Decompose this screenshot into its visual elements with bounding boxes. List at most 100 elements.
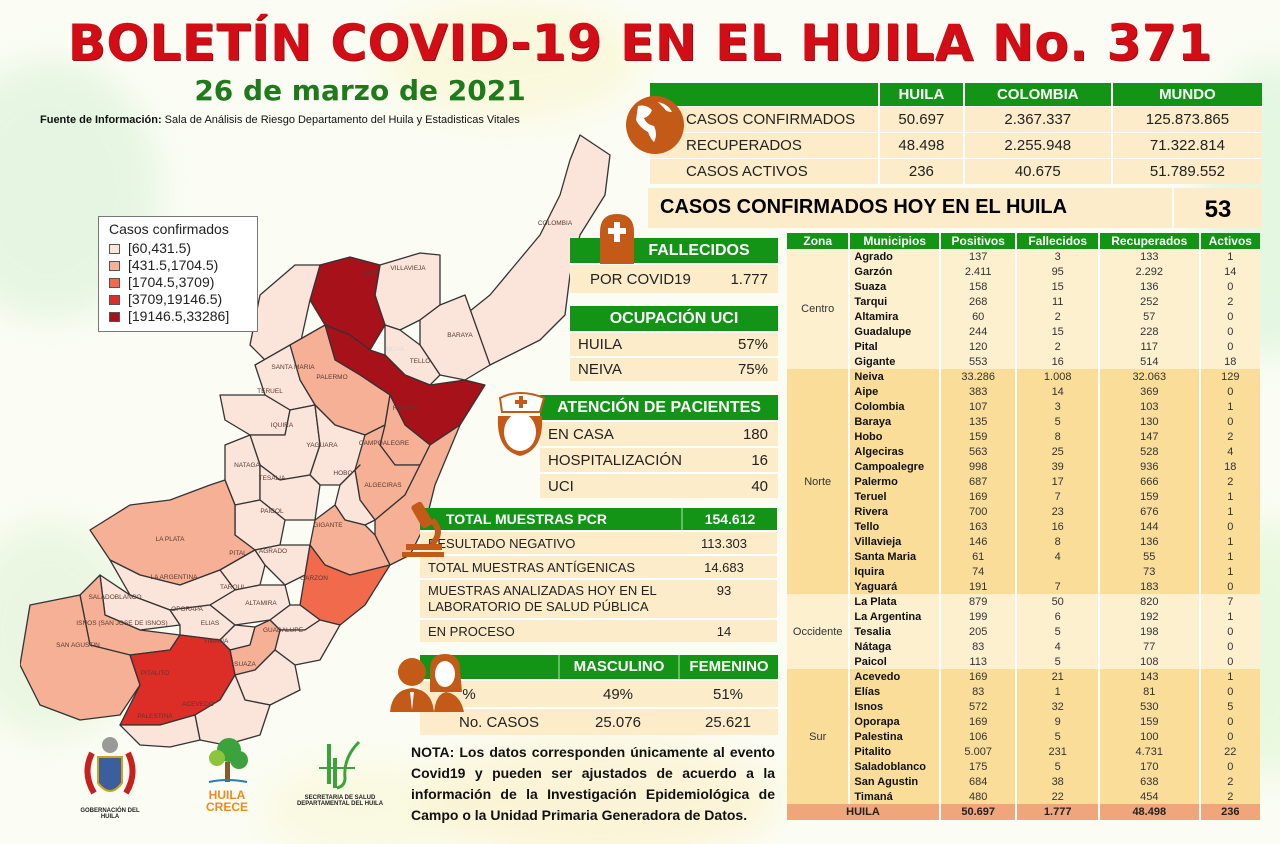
svg-text:LA ARGENTINA: LA ARGENTINA	[151, 574, 199, 581]
municipio-name: Palestina	[849, 729, 941, 744]
municipio-name: Neiva	[849, 369, 941, 384]
value-cell: 2.411	[939, 264, 1018, 279]
municipio-name: Paicol	[849, 654, 941, 669]
value-cell: 60	[939, 309, 1018, 324]
svg-text:SALADOBLANCO: SALADOBLANCO	[88, 594, 141, 601]
value-cell: 1	[1199, 504, 1260, 519]
value-cell: 8	[1016, 534, 1100, 549]
value-cell: 4	[1016, 639, 1100, 654]
value-cell: 2	[1199, 774, 1260, 789]
value-cell: 480	[939, 789, 1018, 804]
table-row: Gigante 553 16 514 18	[787, 354, 1260, 369]
table-row: Hobo 159 8 147 2	[787, 429, 1260, 444]
value-cell: 2	[1199, 789, 1260, 804]
value-cell: 14	[1199, 264, 1260, 279]
table-row: Nátaga 83 4 77 0	[787, 639, 1260, 654]
svg-text:TESALIA: TESALIA	[259, 475, 286, 482]
svg-text:COLOMBIA: COLOMBIA	[538, 220, 573, 227]
value-cell: 143	[1098, 669, 1201, 684]
value-cell: 936	[1098, 459, 1201, 474]
value-cell: 2	[1199, 429, 1260, 444]
municipio-name: Pital	[849, 339, 941, 354]
value-cell: 137	[939, 249, 1018, 264]
legend-title: Casos confirmados	[109, 221, 229, 237]
note-text: Los datos corresponden únicamente al eve…	[411, 744, 775, 823]
summary-row: CASOS CONFIRMADOS 50.697 2.367.337 125.8…	[650, 106, 1262, 132]
value-cell: 1	[1199, 609, 1260, 624]
table-row: Santa Maria 61 4 55 1	[787, 549, 1260, 564]
municipio-name: Nátaga	[849, 639, 941, 654]
table-row: Aipe 383 14 369 0	[787, 384, 1260, 399]
value-cell: 169	[939, 669, 1018, 684]
svg-text:RIVERA: RIVERA	[393, 405, 418, 412]
table-row: Algeciras 563 25 528 4	[787, 444, 1260, 459]
value-cell: 2	[1016, 309, 1100, 324]
region-san-agustin	[20, 594, 141, 721]
value-cell: 135	[939, 414, 1018, 429]
region-palestina	[119, 714, 201, 748]
value-cell: 14	[1016, 384, 1100, 399]
value-cell: 33.286	[939, 369, 1018, 384]
value-cell: 383	[939, 384, 1018, 399]
col-recuperados: Recuperados	[1098, 233, 1201, 249]
value-cell: 530	[1098, 699, 1201, 714]
municipio-name: San Agustin	[849, 774, 941, 789]
table-row: Oporapa 169 9 159 0	[787, 714, 1260, 729]
value-cell: 666	[1098, 474, 1201, 489]
globe-icon	[626, 96, 684, 154]
value-cell: 0	[1199, 654, 1260, 669]
total-value: 1.777	[1016, 804, 1100, 820]
table-row: Garzón 2.411 95 2.292 14	[787, 264, 1260, 279]
nurse-icon	[497, 392, 546, 456]
municipio-name: Timaná	[849, 789, 941, 804]
value-cell: 1	[1199, 669, 1260, 684]
value-cell: 22	[1199, 744, 1260, 759]
value-cell: 244	[939, 324, 1018, 339]
value-cell: 1	[1199, 564, 1260, 579]
value-cell: 17	[1016, 474, 1100, 489]
svg-text:ISNOS (SAN JOSE DE ISNOS): ISNOS (SAN JOSE DE ISNOS)	[76, 620, 167, 627]
table-row: Palermo 687 17 666 2	[787, 474, 1260, 489]
svg-text:TARQUI: TARQUI	[220, 584, 244, 591]
value-cell: 55	[1098, 549, 1201, 564]
legend-swatch	[109, 311, 120, 322]
disclaimer-note: NOTA: Los datos corresponden únicamente …	[411, 742, 775, 826]
value-cell: 268	[939, 294, 1018, 309]
value-cell: 5	[1016, 414, 1100, 429]
value-cell: 3	[1016, 399, 1100, 414]
value-cell: 15	[1016, 279, 1100, 294]
value-cell: 0	[1199, 639, 1260, 654]
col-masculino: MASCULINO	[558, 655, 678, 679]
svg-text:ALGECIRAS: ALGECIRAS	[364, 482, 402, 489]
value-cell: 169	[939, 489, 1018, 504]
value-cell: 192	[1098, 609, 1201, 624]
legend-item: [60,431.5)	[109, 240, 247, 257]
value-cell: 83	[939, 684, 1018, 699]
value-cell: 199	[939, 609, 1018, 624]
municipio-name: Suaza	[849, 279, 941, 294]
region-baraya	[419, 294, 491, 381]
logo-huila-crece: HUILA CRECE	[200, 736, 254, 813]
svg-text:SANTA MARIA: SANTA MARIA	[271, 364, 315, 371]
value-cell: 454	[1098, 789, 1201, 804]
zone-cell: Centro	[787, 249, 851, 369]
value-cell: 687	[939, 474, 1018, 489]
table-row: Altamira 60 2 57 0	[787, 309, 1260, 324]
total-row: HUILA 50.697 1.777 48.498 236	[787, 804, 1260, 820]
table-row: Campoalegre 998 39 936 18	[787, 459, 1260, 474]
value-cell: 2	[1016, 339, 1100, 354]
source-label: Fuente de Información:	[40, 114, 162, 126]
value-cell: 81	[1098, 684, 1201, 699]
value-cell: 231	[1016, 744, 1100, 759]
table-row: Iquira 74 73 1	[787, 564, 1260, 579]
coat-of-arms-icon	[84, 737, 136, 795]
municipio-name: Tarqui	[849, 294, 941, 309]
svg-text:PAICOL: PAICOL	[260, 508, 284, 515]
value-cell: 6	[1016, 609, 1100, 624]
value-cell: 0	[1199, 339, 1260, 354]
table-row: Guadalupe 244 15 228 0	[787, 324, 1260, 339]
note-label: NOTA:	[411, 744, 455, 760]
value-cell: 95	[1016, 264, 1100, 279]
svg-text:AIPE: AIPE	[363, 270, 378, 277]
value-cell: 21	[1016, 669, 1100, 684]
